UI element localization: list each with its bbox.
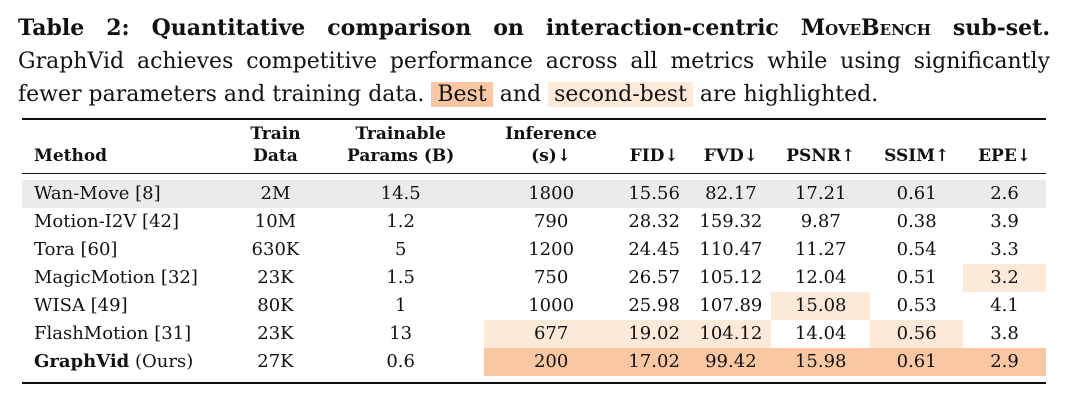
cell-epe: 3.8 [990, 323, 1019, 344]
cell-method: FlashMotion [31] [34, 323, 192, 344]
cell-fid: 19.02 [617, 320, 691, 348]
cell-train-data: 27K [257, 351, 294, 372]
caption-text-1: GraphVid achieves competitive performanc… [18, 49, 1050, 107]
cell-psnr: 14.04 [794, 323, 847, 344]
header-train-data: Train Data [234, 119, 317, 174]
cell-inference: 1800 [484, 180, 618, 208]
cell-params: 0.6 [386, 351, 415, 372]
cell-ssim: 0.38 [896, 211, 937, 232]
cell-psnr: 11.27 [794, 239, 847, 260]
cell-train-data: 2M [234, 180, 317, 208]
table-caption: Table 2: Quantitative comparison on inte… [18, 12, 1050, 111]
cell-fid: 15.56 [617, 180, 691, 208]
cell-params: 1.2 [386, 211, 415, 232]
cell-epe: 4.1 [990, 295, 1019, 316]
cell-method: MagicMotion [32] [34, 267, 198, 288]
cell-psnr: 9.87 [800, 211, 841, 232]
header-ssim: SSIM↑ [870, 119, 964, 174]
cell-fvd: 107.89 [699, 295, 763, 316]
cell-method: Motion-I2V [42] [34, 211, 180, 232]
table-row-ours: GraphVid (Ours) 27K 0.6 200 17.02 99.42 … [22, 348, 1046, 376]
header-inference: Inference (s)↓ [484, 119, 618, 174]
cell-ssim: 0.54 [896, 239, 937, 260]
cell-fid: 24.45 [628, 239, 680, 260]
header-row: Method Train Data Trainable Params (B) Inf… [22, 119, 1046, 174]
cell-ssim: 0.56 [870, 320, 964, 348]
caption-text-2: are highlighted. [699, 82, 879, 107]
header-fvd: FVD↓ [690, 119, 772, 174]
cell-inference: 790 [533, 211, 569, 232]
cell-fid: 17.02 [617, 348, 691, 376]
cell-psnr: 12.04 [794, 267, 847, 288]
table-row: Wan-Move [8] 2M 14.5 1800 15.56 82.17 17… [22, 180, 1046, 208]
cell-fvd: 105.12 [699, 267, 763, 288]
table-row: FlashMotion [31] 23K 13 677 19.02 104.12… [22, 320, 1046, 348]
cell-epe: 2.9 [963, 348, 1046, 376]
cell-inference: 750 [533, 267, 569, 288]
cell-ssim: 0.53 [896, 295, 937, 316]
cell-ssim: 0.61 [870, 348, 964, 376]
header-method: Method [22, 119, 235, 174]
header-psnr: PSNR↑ [771, 119, 871, 174]
cell-method: Tora [60] [34, 239, 118, 260]
cell-epe: 2.6 [963, 180, 1046, 208]
cell-train-data: 630K [251, 239, 300, 260]
header-params: Trainable Params (B) [316, 119, 485, 174]
cell-inference: 1000 [528, 295, 575, 316]
cell-params: 1.5 [386, 267, 415, 288]
cell-epe: 3.9 [990, 211, 1019, 232]
cell-psnr: 15.08 [771, 292, 871, 320]
caption-and: and [499, 82, 542, 107]
cell-inference: 200 [484, 348, 618, 376]
best-legend: Best [431, 82, 493, 107]
cell-train-data: 80K [257, 295, 294, 316]
cell-epe: 3.3 [990, 239, 1019, 260]
cell-fid: 25.98 [628, 295, 680, 316]
cell-params: 5 [394, 239, 407, 260]
cell-inference: 677 [484, 320, 618, 348]
cell-epe: 3.2 [963, 264, 1046, 292]
table-row: Tora [60] 630K 5 1200 24.45 110.47 11.27… [22, 236, 1046, 264]
cell-method: WISA [49] [34, 295, 128, 316]
header-epe: EPE↓ [963, 119, 1046, 174]
cell-train-data: 10M [254, 211, 297, 232]
cell-fvd: 82.17 [690, 180, 772, 208]
table-row: WISA [49] 80K 1 1000 25.98 107.89 15.08 … [22, 292, 1046, 320]
cell-inference: 1200 [528, 239, 575, 260]
cell-params: 14.5 [316, 180, 485, 208]
cell-params: 13 [389, 323, 413, 344]
cell-ssim: 0.61 [870, 180, 964, 208]
header-fid: FID↓ [617, 119, 691, 174]
cell-fvd: 99.42 [690, 348, 772, 376]
benchmark-name: MoveBench [800, 15, 931, 41]
cell-fvd: 104.12 [690, 320, 772, 348]
cell-train-data: 23K [257, 323, 294, 344]
cell-method: GraphVid (Ours) [34, 351, 194, 372]
cell-method: Wan-Move [8] [22, 180, 235, 208]
second-best-legend: second-best [548, 82, 693, 107]
cell-fvd: 110.47 [699, 239, 763, 260]
cell-train-data: 23K [257, 267, 294, 288]
cell-fid: 26.57 [628, 267, 680, 288]
cell-params: 1 [394, 295, 407, 316]
cell-psnr: 15.98 [771, 348, 871, 376]
table-row: Motion-I2V [42] 10M 1.2 790 28.32 159.32… [22, 208, 1046, 236]
caption-label: Table 2: Quantitative comparison on inte… [18, 15, 1050, 41]
comparison-table: Method Train Data Trainable Params (B) Inf… [22, 118, 1046, 384]
table-row: MagicMotion [32] 23K 1.5 750 26.57 105.1… [22, 264, 1046, 292]
cell-psnr: 17.21 [771, 180, 871, 208]
cell-ssim: 0.51 [896, 267, 937, 288]
cell-fid: 28.32 [628, 211, 680, 232]
cell-fvd: 159.32 [699, 211, 763, 232]
